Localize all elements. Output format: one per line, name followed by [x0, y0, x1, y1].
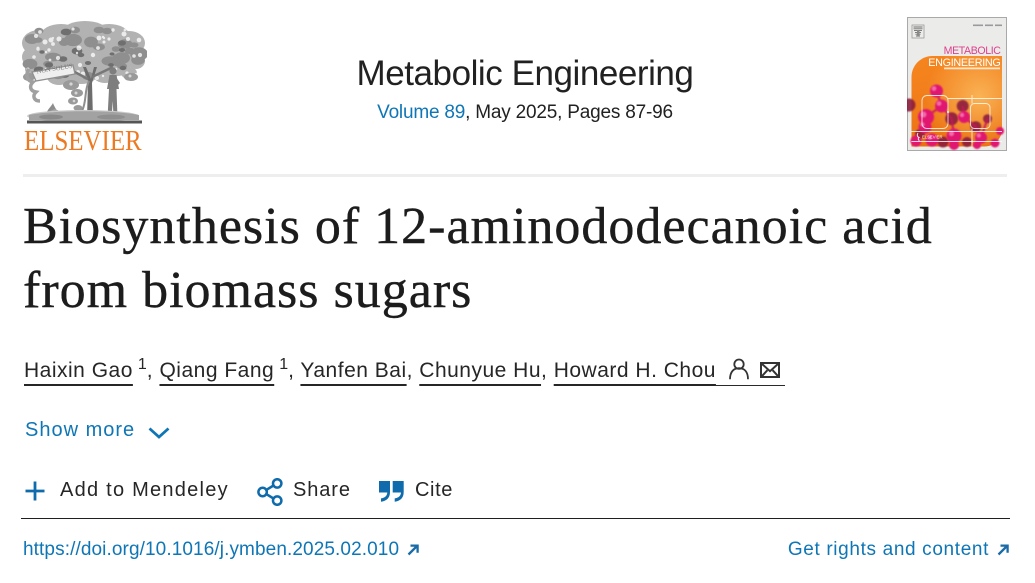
svg-text:ELSEVIER: ELSEVIER [922, 135, 942, 140]
svg-text:METABOLIC: METABOLIC [944, 45, 1002, 57]
svg-text:ENGINEERING: ENGINEERING [928, 57, 1000, 69]
